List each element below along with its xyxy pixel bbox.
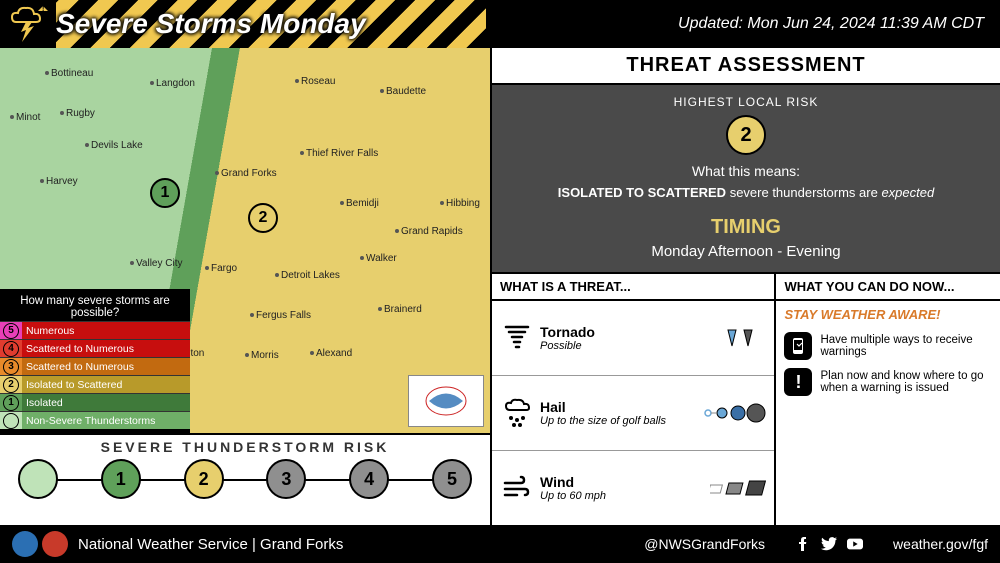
scale-level: 1 bbox=[101, 459, 141, 499]
legend-row: 1Isolated bbox=[0, 393, 190, 411]
map-city-label: Devils Lake bbox=[85, 140, 143, 151]
hail-icon bbox=[500, 398, 534, 428]
actions-callout: STAY WEATHER AWARE! bbox=[776, 301, 1000, 328]
threat-row: HailUp to the size of golf balls bbox=[492, 376, 774, 451]
map-city-label: Bemidji bbox=[340, 198, 379, 209]
svg-text:!: ! bbox=[42, 6, 44, 13]
threat-detail: Possible bbox=[540, 340, 712, 352]
legend-row: 5Numerous bbox=[0, 321, 190, 339]
map-city-label: Valley City bbox=[130, 258, 183, 269]
legend-row: Non-Severe Thunderstorms bbox=[0, 411, 190, 429]
risk-level-badge: 2 bbox=[726, 115, 766, 155]
page-title: Severe Storms Monday bbox=[56, 4, 372, 44]
scale-level: 2 bbox=[184, 459, 224, 499]
youtube-icon[interactable] bbox=[847, 536, 863, 552]
threat-indicator bbox=[702, 403, 766, 423]
phone-icon bbox=[784, 332, 812, 360]
action-text: Plan now and know where to go when a war… bbox=[820, 370, 992, 394]
map-city-label: Harvey bbox=[40, 176, 78, 187]
threat-detail: Up to the size of golf balls bbox=[540, 415, 696, 427]
map-zone-badge: 2 bbox=[248, 203, 278, 233]
threat-row: TornadoPossible bbox=[492, 301, 774, 376]
timing-body: Monday Afternoon - Evening bbox=[492, 241, 1000, 272]
desc-mid: severe thunderstorms are bbox=[726, 185, 881, 200]
legend-title: How many severe storms are possible? bbox=[0, 293, 190, 321]
threat-indicator bbox=[718, 328, 766, 348]
nws-logo-icon bbox=[42, 531, 68, 557]
map-city-label: Brainerd bbox=[378, 304, 422, 315]
desc-em: expected bbox=[881, 185, 934, 200]
threat-name: Wind bbox=[540, 474, 704, 490]
legend-row: 2Isolated to Scattered bbox=[0, 375, 190, 393]
nws-logo-badge bbox=[408, 375, 484, 427]
tornado-icon bbox=[500, 323, 534, 353]
map-city-label: Fargo bbox=[205, 263, 237, 274]
scale-title: SEVERE THUNDERSTORM RISK bbox=[8, 439, 482, 455]
highest-risk-label: HIGHEST LOCAL RISK bbox=[506, 95, 986, 109]
actions-panel: WHAT YOU CAN DO NOW... STAY WEATHER AWAR… bbox=[776, 274, 1000, 525]
updated-timestamp: Updated: Mon Jun 24, 2024 11:39 AM CDT bbox=[486, 15, 1000, 33]
title-stripe: Severe Storms Monday bbox=[56, 0, 486, 48]
map-city-label: Langdon bbox=[150, 78, 195, 89]
risk-map: Bottineau Langdon Roseau Baudette Minot Rugby… bbox=[0, 48, 490, 435]
map-city-label: Grand Rapids bbox=[395, 226, 463, 237]
social-icons bbox=[795, 536, 863, 552]
actions-heading: WHAT YOU CAN DO NOW... bbox=[776, 274, 1000, 301]
means-label: What this means: bbox=[506, 163, 986, 179]
map-zone-badge: 1 bbox=[150, 178, 180, 208]
map-city-label: Fergus Falls bbox=[250, 310, 311, 321]
risk-scale: SEVERE THUNDERSTORM RISK 1 2 3 4 5 bbox=[0, 435, 490, 525]
scale-level: 4 bbox=[349, 459, 389, 499]
map-city-label: Detroit Lakes bbox=[275, 270, 340, 281]
map-city-label: Bottineau bbox=[45, 68, 93, 79]
threat-detail: Up to 60 mph bbox=[540, 490, 704, 502]
twitter-icon[interactable] bbox=[821, 536, 837, 552]
alert-icon: ! bbox=[784, 368, 812, 396]
map-city-label: Thief River Falls bbox=[300, 148, 378, 159]
threat-indicator bbox=[710, 479, 766, 497]
map-city-label: Rugby bbox=[60, 108, 95, 119]
legend-row: 4Scattered to Numerous bbox=[0, 339, 190, 357]
threat-name: Hail bbox=[540, 399, 696, 415]
wind-icon bbox=[500, 473, 534, 503]
risk-description: ISOLATED TO SCATTERED severe thunderstor… bbox=[506, 185, 986, 200]
desc-strong: ISOLATED TO SCATTERED bbox=[558, 185, 726, 200]
map-city-label: Minot bbox=[10, 112, 40, 123]
legend-row: 3Scattered to Numerous bbox=[0, 357, 190, 375]
map-city-label: Alexand bbox=[310, 348, 352, 359]
footer-url: weather.gov/fgf bbox=[893, 536, 988, 552]
threat-row: WindUp to 60 mph bbox=[492, 451, 774, 525]
footer-org: National Weather Service | Grand Forks bbox=[78, 536, 343, 553]
map-legend: How many severe storms are possible? 5Nu… bbox=[0, 289, 190, 433]
scale-level bbox=[18, 459, 58, 499]
threat-name: Tornado bbox=[540, 324, 712, 340]
threat-assessment-heading: THREAT ASSESSMENT bbox=[492, 48, 1000, 85]
threats-panel: WHAT IS A THREAT... TornadoPossibleHailU… bbox=[492, 274, 776, 525]
map-city-label: Grand Forks bbox=[215, 168, 277, 179]
timing-heading: TIMING bbox=[492, 210, 1000, 241]
map-city-label: Roseau bbox=[295, 76, 335, 87]
scale-level: 5 bbox=[432, 459, 472, 499]
storm-icon: ! bbox=[0, 0, 56, 48]
map-city-label: Walker bbox=[360, 253, 397, 264]
scale-level: 3 bbox=[266, 459, 306, 499]
map-city-label: Morris bbox=[245, 350, 279, 361]
threats-heading: WHAT IS A THREAT... bbox=[492, 274, 774, 301]
footer-handle: @NWSGrandForks bbox=[644, 536, 765, 552]
action-row: Have multiple ways to receive warnings bbox=[776, 328, 1000, 364]
facebook-icon[interactable] bbox=[795, 536, 811, 552]
footer-bar: National Weather Service | Grand Forks @… bbox=[0, 525, 1000, 563]
action-text: Have multiple ways to receive warnings bbox=[820, 334, 992, 358]
threat-assessment-panel: HIGHEST LOCAL RISK 2 What this means: IS… bbox=[492, 85, 1000, 210]
map-city-label: Hibbing bbox=[440, 198, 480, 209]
noaa-logo-icon bbox=[12, 531, 38, 557]
footer-logos bbox=[12, 531, 68, 557]
map-city-label: Baudette bbox=[380, 86, 426, 97]
header-bar: ! Severe Storms Monday Updated: Mon Jun … bbox=[0, 0, 1000, 48]
action-row: ! Plan now and know where to go when a wa… bbox=[776, 364, 1000, 400]
